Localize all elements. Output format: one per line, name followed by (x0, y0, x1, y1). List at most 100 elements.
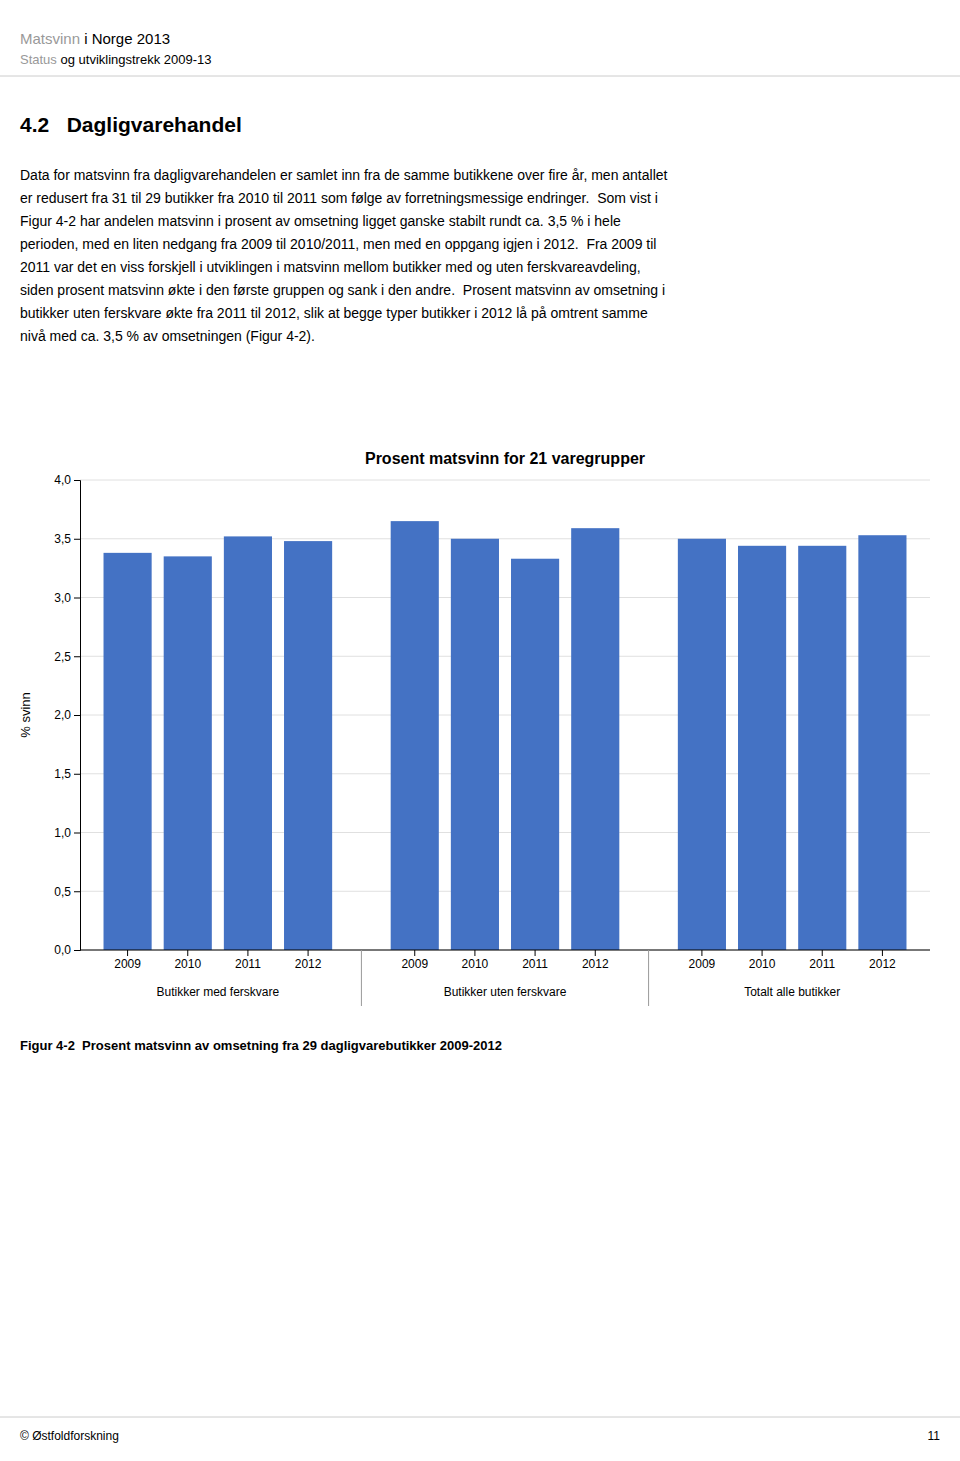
x-tick-label: 2009 (114, 957, 141, 971)
y-tick-label: 0,0 (54, 943, 71, 957)
plot-area: 0,00,51,01,52,02,53,03,54,0% svinn200920… (18, 473, 930, 1006)
group-separator (648, 950, 649, 1006)
y-tick-mark (74, 774, 80, 775)
footer-divider (0, 1417, 960, 1418)
x-tick-label: 2011 (235, 957, 261, 971)
bar (738, 546, 786, 950)
x-tick-label: 2009 (401, 957, 428, 971)
x-axis: 2009 2010 2011 2012 (401, 950, 609, 971)
footer-page: 11 (928, 1429, 941, 1443)
x-tick: 2009 (401, 950, 428, 971)
grid-line (80, 480, 930, 481)
x-tick-label: 2012 (582, 957, 609, 971)
x-tick-mark (701, 950, 702, 956)
x-tick-label: 2010 (462, 957, 489, 971)
y-tick-mark (74, 715, 80, 716)
body-line: perioden, med en liten nedgang fra 2009 … (20, 236, 656, 252)
caption: Figur 4-2 Prosent matsvinn av omsetning … (20, 1038, 502, 1053)
y-axis-line (74, 481, 81, 951)
y-tick-mark (74, 539, 80, 540)
grid-line (80, 950, 930, 951)
x-axis: 2009 2010 2011 2012 (689, 950, 897, 971)
header-subtitle-black: og utviklingstrekk 2009-13 (57, 52, 212, 67)
y-tick-mark (74, 950, 80, 951)
x-tick: 2010 (174, 950, 201, 971)
body-line: nivå med ca. 3,5 % av omsetningen (Figur… (20, 328, 315, 344)
x-axis: 2009 2010 2011 2012 (114, 950, 322, 971)
x-tick: 2012 (295, 950, 322, 971)
x-tick: 2009 (114, 950, 141, 971)
bar (224, 536, 272, 950)
y-tick-mark (74, 480, 80, 481)
body-text: Data for matsvinn fra dagligvarehandelen… (20, 167, 668, 344)
bars (104, 521, 907, 950)
y-tick: 1,0 (54, 826, 80, 840)
header-title-grey: Matsvinn (20, 30, 80, 47)
y-tick-mark (74, 656, 80, 657)
x-tick-mark (762, 950, 763, 956)
y-tick-label: 1,5 (54, 767, 71, 781)
x-tick-mark (308, 950, 309, 956)
bar (104, 553, 152, 950)
bar (571, 528, 619, 950)
header-title-black: i Norge 2013 (80, 30, 170, 47)
x-tick-mark (127, 950, 128, 956)
y-tick: 0,0 (54, 943, 80, 957)
y-tick-mark (74, 598, 80, 599)
x-tick: 2011 (235, 950, 261, 971)
x-tick: 2010 (462, 950, 489, 971)
bar (858, 535, 906, 950)
y-tick: 2,5 (54, 650, 80, 664)
header-title: Matsvinn i Norge 2013 (20, 30, 170, 47)
header-subtitle: Status og utviklingstrekk 2009-13 (20, 52, 212, 67)
y-tick-label: 0,5 (54, 885, 71, 899)
x-axis-line (80, 950, 930, 951)
y-axis: 0,00,51,01,52,02,53,03,54,0 (54, 473, 80, 957)
section-title: 4.2 Dagligvarehandel (20, 113, 242, 136)
body-line: 2011 var det en viss forskjell i utvikli… (20, 259, 641, 275)
y-axis-title: % svinn (18, 692, 33, 738)
x-tick-mark (882, 950, 883, 956)
header-subtitle-grey: Status (20, 52, 57, 67)
bar (678, 539, 726, 950)
y-tick-label: 3,0 (54, 591, 71, 605)
y-tick-label: 2,5 (54, 650, 71, 664)
y-tick-mark (74, 891, 80, 892)
y-tick-label: 3,5 (54, 532, 71, 546)
group-label: Butikker uten ferskvare (444, 985, 567, 999)
grid (80, 480, 930, 950)
x-tick-mark (822, 950, 823, 956)
body-line: butikker uten ferskvare økte fra 2011 ti… (20, 305, 648, 321)
x-tick: 2011 (809, 950, 835, 971)
bar (798, 546, 846, 950)
x-tick-label: 2010 (749, 957, 776, 971)
bar (511, 559, 559, 950)
header-divider (0, 76, 960, 77)
x-tick-label: 2012 (295, 957, 322, 971)
chart-title: Prosent matsvinn for 21 varegrupper (365, 450, 645, 467)
bar (391, 521, 439, 950)
x-tick-mark (474, 950, 475, 956)
x-tick: 2010 (749, 950, 776, 971)
x-tick-label: 2012 (869, 957, 896, 971)
x-tick-label: 2010 (174, 957, 201, 971)
y-tick-label: 1,0 (54, 826, 71, 840)
x-tick-mark (187, 950, 188, 956)
group-separator (361, 950, 362, 1006)
x-tick-mark (247, 950, 248, 956)
group-label: Totalt alle butikker (744, 985, 840, 999)
x-tick: 2009 (689, 950, 716, 971)
group-label: Butikker med ferskvare (156, 985, 279, 999)
x-tick: 2012 (869, 950, 896, 971)
x-tick: 2011 (522, 950, 548, 971)
body-line: Data for matsvinn fra dagligvarehandelen… (20, 167, 668, 183)
bar (164, 556, 212, 950)
y-tick: 0,5 (54, 885, 80, 899)
x-tick-label: 2011 (522, 957, 548, 971)
x-tick-mark (414, 950, 415, 956)
body-line: siden prosent matsvinn økte i den første… (20, 282, 665, 298)
footer-text: © Østfoldforskning (20, 1429, 119, 1443)
body-line: er redusert fra 31 til 29 butikker fra 2… (20, 190, 658, 206)
y-tick: 4,0 (54, 473, 80, 487)
y-tick: 1,5 (54, 767, 80, 781)
